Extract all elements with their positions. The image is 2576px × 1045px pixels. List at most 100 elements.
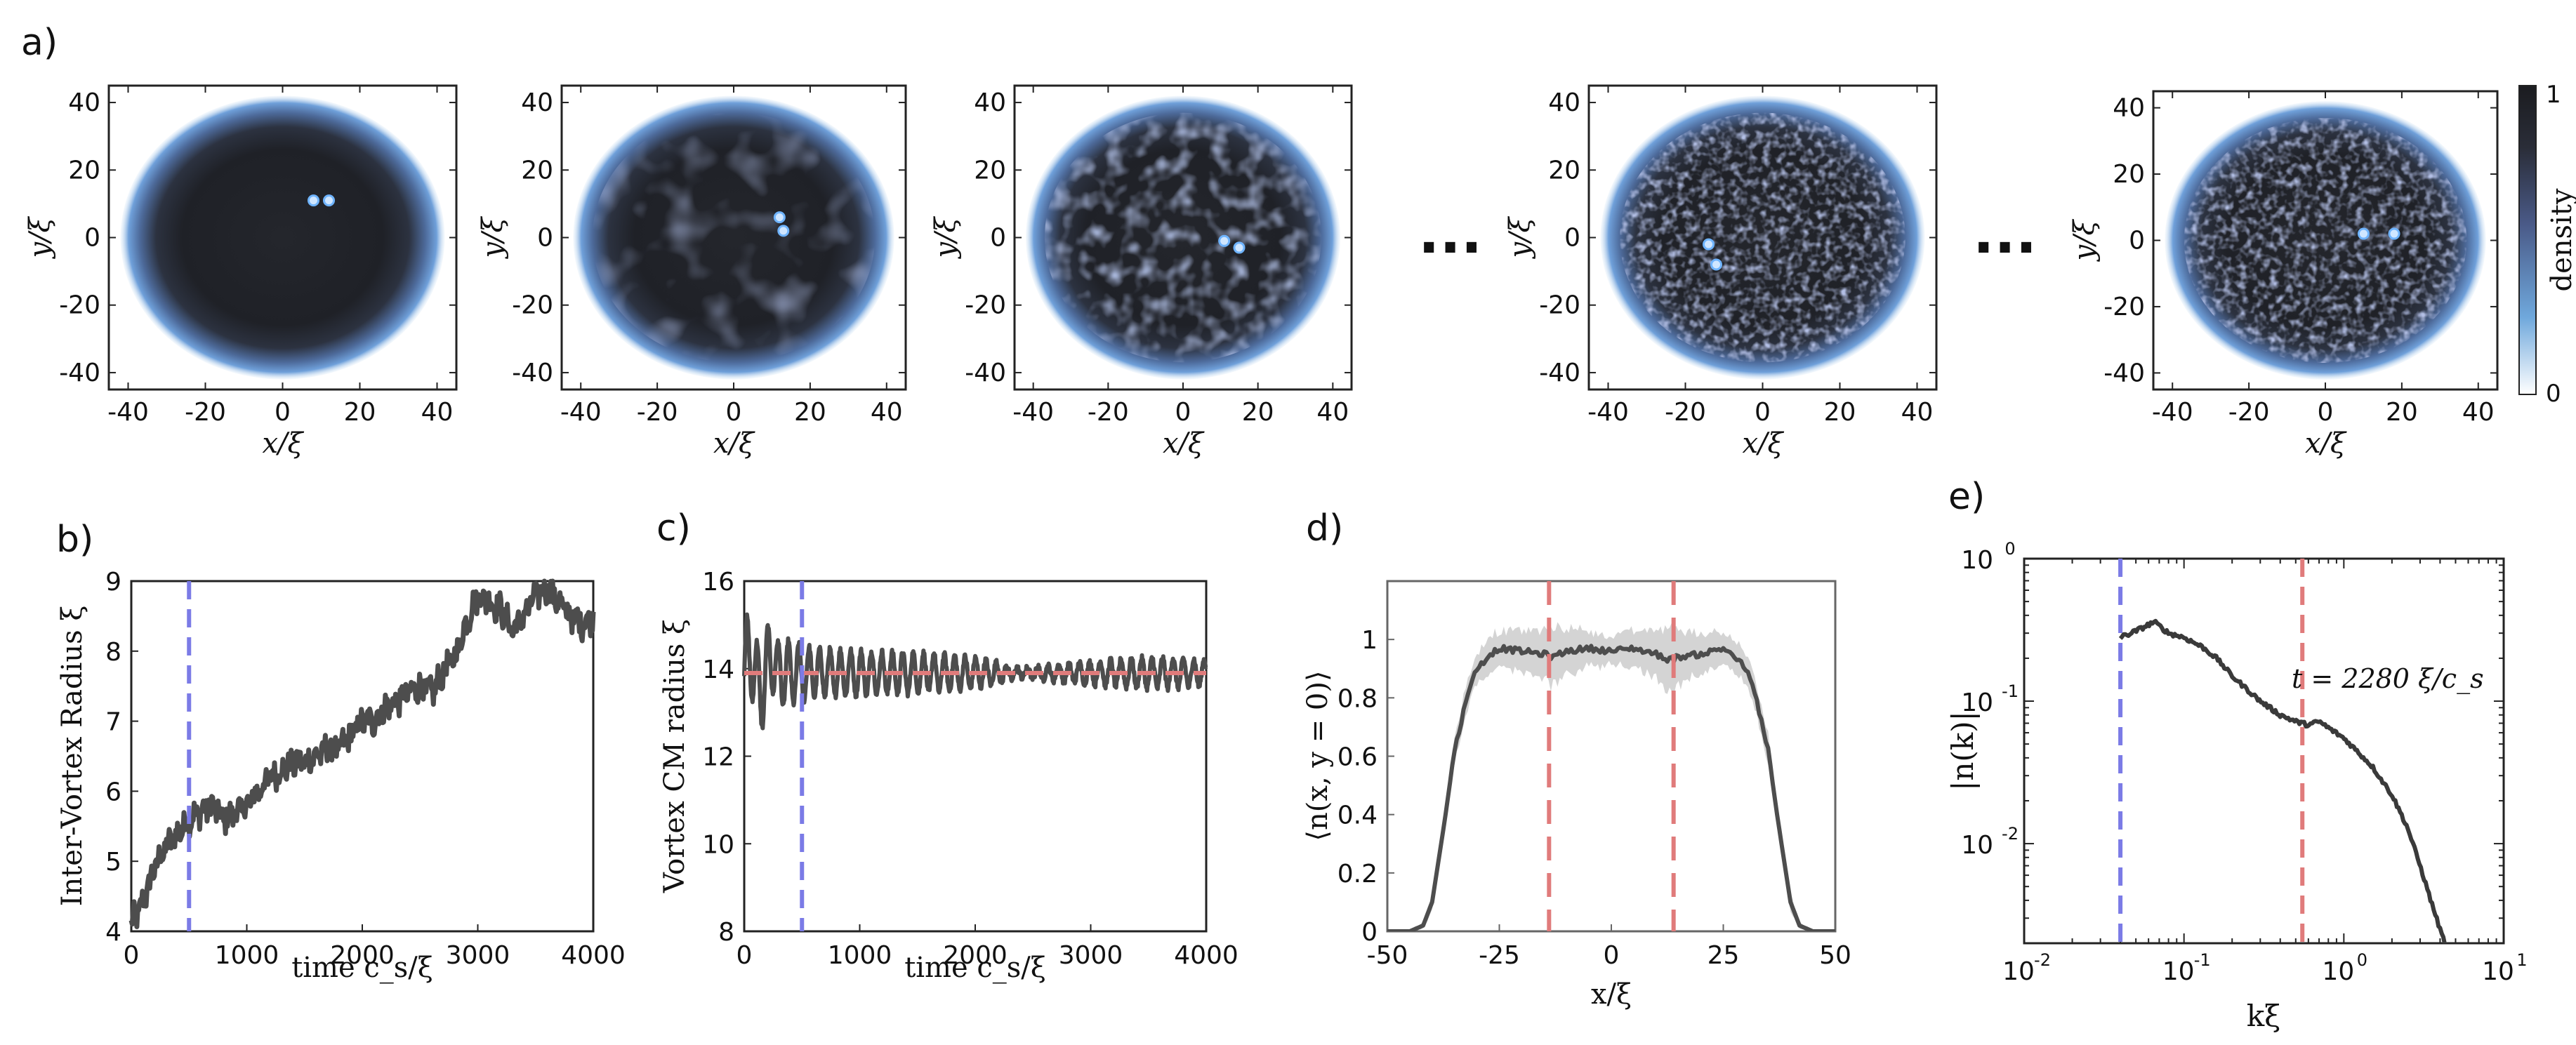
panel-c-series xyxy=(742,612,1208,731)
turbulence-texture xyxy=(1620,112,1905,363)
panel-label-b: b) xyxy=(56,519,93,561)
y-tick-label: 0.6 xyxy=(1337,743,1378,772)
x-tick-label: 20 xyxy=(1824,398,1856,427)
snapshot-ylabel: y/ξ xyxy=(24,215,56,259)
panel-d-ticks: -50 -25 0 25 50 1 0.8 0.6 0.4 0.2 0 xyxy=(1337,626,1851,970)
panel-b-series xyxy=(128,578,596,929)
x-tick-label: 10 xyxy=(2162,957,2195,986)
x-tick-exponent: 0 xyxy=(2357,950,2367,970)
x-tick-label: 1000 xyxy=(215,941,279,970)
y-tick-label: -20 xyxy=(965,291,1006,320)
panel-c-ylabel: Vortex CM radius ξ xyxy=(659,619,691,893)
x-tick-label: -20 xyxy=(2228,398,2270,427)
panel-c-chart: 0 1000 2000 3000 4000 16 14 12 10 8 time c_s/ξ Vo… xyxy=(659,568,1239,984)
snapshot-1: -40 -20 0 20 40 40 20 0 -20 -40 x/ξ y/ξ xyxy=(24,84,458,460)
x-tick-label: 2000 xyxy=(330,941,395,970)
x-tick-label: 0 xyxy=(1604,941,1620,970)
x-tick-label: 20 xyxy=(1242,398,1274,427)
panel-b-xlabel: time c_s/ξ xyxy=(291,952,433,984)
y-tick-exponent: -1 xyxy=(2002,681,2019,701)
x-tick-label: 40 xyxy=(871,398,903,427)
y-tick-label: -20 xyxy=(59,291,100,320)
x-tick-label: 0 xyxy=(124,941,140,970)
panel-e-annotation: t = 2280 ξ/c_s xyxy=(2292,663,2484,695)
y-tick-label: 40 xyxy=(974,88,1006,117)
vortex-core-2 xyxy=(1233,241,1246,254)
x-tick-label: 0 xyxy=(1755,398,1771,427)
vortex-core-2 xyxy=(2388,227,2400,240)
y-tick-label: -40 xyxy=(2103,359,2145,387)
x-tick-label: -25 xyxy=(1479,941,1520,970)
x-tick-label: 0 xyxy=(726,398,742,427)
y-tick-label: 10 xyxy=(702,830,734,859)
y-tick-label: -40 xyxy=(965,359,1006,387)
x-tick-label: 40 xyxy=(1901,398,1934,427)
panel-d-chart: -50 -25 0 25 50 1 0.8 0.6 0.4 0.2 0 x/ξ ⟨n(x, y = … xyxy=(1302,580,1851,1011)
y-tick-label: 10 xyxy=(1961,688,1993,717)
y-tick-label: 0 xyxy=(84,224,100,253)
x-tick-label: -20 xyxy=(1665,398,1706,427)
y-tick-label: -40 xyxy=(59,359,100,387)
panel-d-xlabel: x/ξ xyxy=(1591,978,1632,1011)
y-tick-label: 8 xyxy=(718,918,734,947)
y-tick-label: 40 xyxy=(68,88,100,117)
turbulence-texture xyxy=(2184,117,2467,364)
y-tick-label: 1 xyxy=(1361,626,1378,655)
y-tick-label: 8 xyxy=(105,638,121,667)
panel-e-spectrum xyxy=(2118,618,2447,943)
y-tick-label: -40 xyxy=(512,359,553,387)
x-tick-label: 0 xyxy=(737,941,753,970)
panel-a-snapshots: -40 -20 0 20 40 40 20 0 -20 -40 x/ξ y/ξ -40 -20 0 20 40 4… xyxy=(24,84,2499,460)
x-tick-label: 3000 xyxy=(446,941,510,970)
panel-label-a: a) xyxy=(21,22,58,64)
y-tick-label: 16 xyxy=(702,568,734,597)
x-tick-label: -40 xyxy=(107,398,149,427)
x-tick-label: 10 xyxy=(2002,957,2035,986)
colorbar-label: density xyxy=(2546,188,2576,291)
y-tick-label: 6 xyxy=(105,778,121,806)
colorbar-scale xyxy=(2518,85,2537,395)
y-tick-label: 14 xyxy=(702,655,734,684)
y-tick-label: 0 xyxy=(537,224,553,253)
panel-e-ylabel: |n(k)| xyxy=(1946,711,1980,791)
x-tick-label: 0 xyxy=(2318,398,2334,427)
y-tick-label: 10 xyxy=(1961,546,1993,575)
y-tick-label: 20 xyxy=(2113,160,2145,189)
x-tick-label: 0 xyxy=(275,398,291,427)
y-tick-label: 5 xyxy=(105,848,121,877)
panel-e-xlabel: kξ xyxy=(2247,999,2281,1033)
x-tick-label: 10 xyxy=(2482,957,2514,986)
panel-b-ticks: 0 1000 2000 3000 4000 9 8 7 6 5 4 xyxy=(105,568,626,970)
y-tick-label: 0 xyxy=(2129,227,2145,255)
vortex-core-1 xyxy=(1703,238,1715,251)
y-tick-label: 9 xyxy=(105,568,121,597)
snapshot-xlabel: x/ξ xyxy=(262,427,304,460)
y-tick-label: 0 xyxy=(1361,918,1378,947)
y-tick-label: 20 xyxy=(68,156,100,185)
y-tick-label: 4 xyxy=(105,918,121,947)
vortex-core-1 xyxy=(2357,227,2370,240)
y-tick-label: -40 xyxy=(1539,359,1580,387)
y-tick-label: 0 xyxy=(1564,224,1580,253)
snapshot-2: -40 -20 0 20 40 40 20 0 -20 -40 x/ξ y/ξ xyxy=(477,84,907,460)
x-tick-label: -20 xyxy=(1088,398,1129,427)
y-tick-label: 12 xyxy=(702,743,734,772)
turbulence-texture xyxy=(1044,112,1322,363)
x-tick-label: 20 xyxy=(344,398,376,427)
y-tick-label: 0.4 xyxy=(1337,801,1378,830)
x-tick-label: 40 xyxy=(2462,398,2495,427)
condensate-disk xyxy=(120,95,445,380)
x-tick-label: 50 xyxy=(1819,941,1851,970)
panel-d-error-band xyxy=(1387,622,1835,931)
vortex-core-2 xyxy=(323,194,335,207)
y-tick-label: -20 xyxy=(2103,293,2145,321)
panel-b-axes xyxy=(130,580,595,933)
snapshot-ylabel: y/ξ xyxy=(2068,218,2101,262)
colorbar-max: 1 xyxy=(2546,81,2561,109)
ellipsis-2: ... xyxy=(1973,201,2037,266)
y-tick-label: 40 xyxy=(2113,94,2145,123)
panel-label-e: e) xyxy=(1948,476,1985,518)
x-tick-label: -50 xyxy=(1367,941,1408,970)
